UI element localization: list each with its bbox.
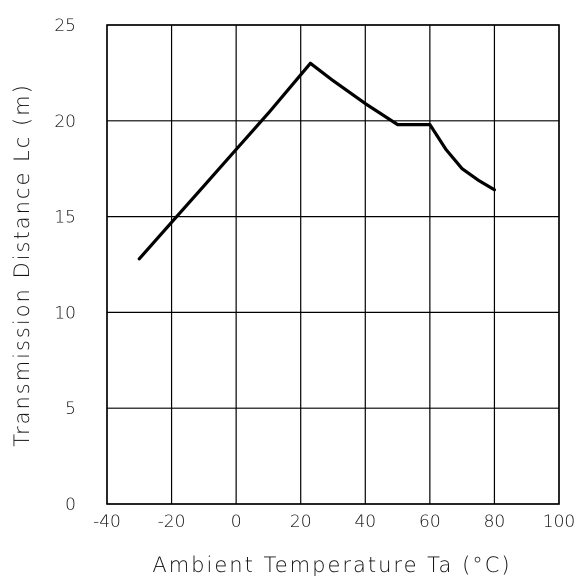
y-tick-label: 0 [65, 495, 76, 515]
x-tick-label: 0 [231, 512, 242, 532]
y-tick-label: 10 [54, 303, 76, 323]
x-tick-label: 20 [290, 512, 312, 532]
x-axis-title: Ambient Temperature Ta (°C) [152, 553, 511, 577]
y-axis-title: Transmission Distance Lc (m) [10, 83, 34, 447]
x-tick-label: 100 [543, 512, 575, 532]
y-tick-label: 15 [54, 208, 76, 228]
x-tick-label: 80 [484, 512, 506, 532]
grid-lines [106, 24, 560, 505]
x-tick-label: -40 [93, 512, 121, 532]
y-tick-label: 20 [54, 112, 76, 132]
series-line-0 [137, 61, 496, 261]
y-tick-label: 5 [65, 399, 76, 419]
x-tick-label: -20 [158, 512, 186, 532]
tick-labels: -40 -20 0 20 40 60 80 100 0 5 10 15 20 25 [54, 16, 575, 532]
plot-frame [106, 24, 560, 505]
y-tick-label: 25 [54, 16, 76, 36]
series-layer [137, 61, 496, 261]
x-tick-label: 60 [419, 512, 441, 532]
x-tick-label: 40 [354, 512, 376, 532]
